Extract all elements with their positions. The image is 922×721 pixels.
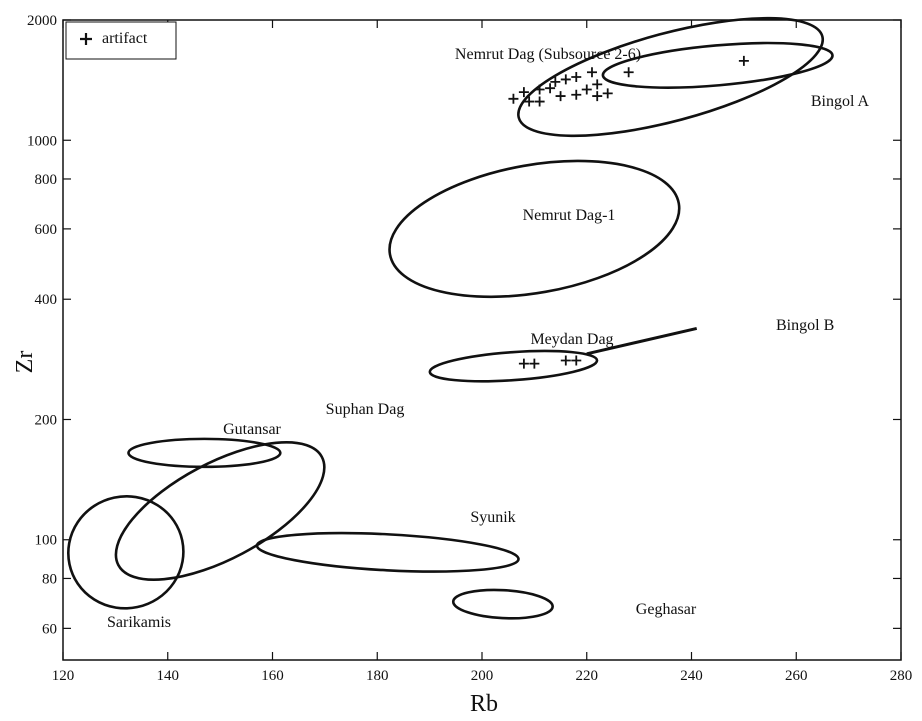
x-tick-label-240: 240 bbox=[680, 668, 703, 684]
field-suphan-dag bbox=[114, 441, 326, 582]
field-label-nemrut-dag-subsource-2-6: Nemrut Dag (Subsource 2-6) bbox=[455, 46, 641, 63]
field-nemrut-dag-1 bbox=[388, 159, 681, 299]
legend-plus-icon bbox=[80, 33, 92, 45]
artifact-point-1 bbox=[518, 87, 529, 98]
artifact-point-19 bbox=[529, 358, 540, 369]
y-tick-label-200: 200 bbox=[35, 412, 58, 428]
legend: artifact bbox=[65, 21, 177, 60]
field-label-syunik: Syunik bbox=[470, 509, 515, 526]
artifact-point-17 bbox=[738, 55, 749, 66]
field-label-bingol-b: Bingol B bbox=[776, 317, 834, 334]
x-tick-label-120: 120 bbox=[52, 668, 75, 684]
legend-label: artifact bbox=[102, 30, 148, 47]
y-tick-label-60: 60 bbox=[42, 621, 57, 637]
y-tick-label-100: 100 bbox=[35, 533, 58, 549]
artifact-point-8 bbox=[560, 74, 571, 85]
x-tick-label-140: 140 bbox=[157, 668, 180, 684]
artifact-point-4 bbox=[534, 96, 545, 107]
artifact-point-6 bbox=[550, 76, 561, 87]
field-nemrut-dag-subsource-2-6 bbox=[517, 16, 825, 138]
artifact-point-7 bbox=[555, 91, 566, 102]
artifact-point-0 bbox=[508, 93, 519, 104]
field-sarikamis bbox=[67, 495, 185, 610]
y-tick-label-400: 400 bbox=[35, 292, 58, 308]
artifact-point-16 bbox=[623, 67, 634, 78]
x-tick-label-260: 260 bbox=[785, 668, 808, 684]
artifact-point-5 bbox=[545, 83, 556, 94]
axes: 120 140 160 180 200 220 240 260 280 60 80 100 200 400… bbox=[27, 13, 912, 684]
field-bingol-b bbox=[586, 326, 698, 356]
artifact-point-9 bbox=[571, 71, 582, 82]
field-syunik bbox=[255, 531, 520, 573]
legend-marker bbox=[80, 33, 92, 45]
artifact-point-18 bbox=[518, 358, 529, 369]
plot-frame bbox=[62, 19, 902, 661]
artifact-point-10 bbox=[571, 89, 582, 100]
y-tick-label-80: 80 bbox=[42, 571, 57, 587]
field-label-gutansar: Gutansar bbox=[223, 421, 281, 438]
field-labels: Nemrut Dag (Subsource 2-6) Bingol A Nemrut… bbox=[107, 46, 870, 631]
field-geghasar bbox=[451, 588, 554, 620]
x-tick-label-200: 200 bbox=[471, 668, 494, 684]
x-tick-label-280: 280 bbox=[890, 668, 913, 684]
artifact-point-21 bbox=[571, 355, 582, 366]
field-meydan-dag bbox=[428, 349, 599, 383]
artifact-point-20 bbox=[560, 355, 571, 366]
artifact-point-13 bbox=[592, 91, 603, 102]
y-tick-label-2000: 2000 bbox=[27, 13, 57, 29]
field-gutansar bbox=[127, 437, 282, 469]
y-tick-label-600: 600 bbox=[35, 222, 58, 238]
field-label-bingol-a: Bingol A bbox=[811, 93, 870, 110]
artifact-point-15 bbox=[602, 88, 613, 99]
source-fields bbox=[67, 16, 834, 620]
x-tick-label-220: 220 bbox=[576, 668, 599, 684]
artifact-point-2 bbox=[524, 96, 535, 107]
y-tick-label-1000: 1000 bbox=[27, 133, 57, 149]
field-label-nemrut-dag-1: Nemrut Dag-1 bbox=[523, 207, 616, 224]
artifact-point-12 bbox=[586, 67, 597, 78]
artifact-points bbox=[508, 55, 749, 369]
field-label-suphan-dag: Suphan Dag bbox=[326, 401, 405, 418]
legend-box bbox=[65, 21, 177, 60]
x-tick-label-180: 180 bbox=[366, 668, 389, 684]
artifact-point-3 bbox=[534, 84, 545, 95]
x-tick-label-160: 160 bbox=[261, 668, 284, 684]
field-label-sarikamis: Sarikamis bbox=[107, 614, 171, 631]
artifact-point-11 bbox=[581, 84, 592, 95]
y-tick-label-800: 800 bbox=[35, 172, 58, 188]
y-axis-title: Zr bbox=[12, 351, 38, 374]
field-label-geghasar: Geghasar bbox=[636, 601, 697, 618]
field-label-meydan-dag: Meydan Dag bbox=[530, 331, 613, 348]
field-bingol-a bbox=[601, 41, 834, 89]
x-axis-title: Rb bbox=[470, 691, 498, 717]
artifact-point-14 bbox=[592, 79, 603, 90]
